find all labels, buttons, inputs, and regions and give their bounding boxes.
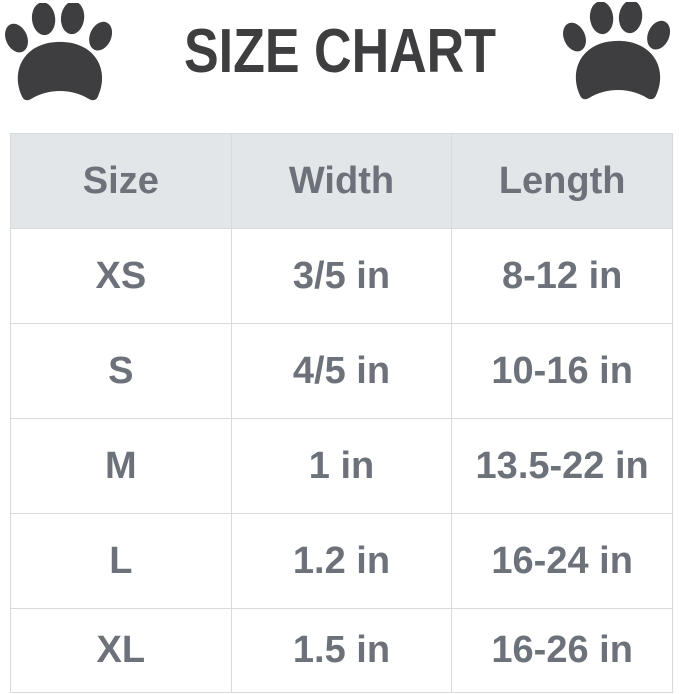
cell-length: 13.5-22 in xyxy=(451,418,673,514)
table-row: XS 3/5 in 8-12 in xyxy=(10,228,673,324)
cell-width: 4/5 in xyxy=(230,323,453,419)
cell-length: 16-24 in xyxy=(451,513,673,609)
table-row: M 1 in 13.5-22 in xyxy=(10,418,673,514)
page-title: SIZE CHART xyxy=(0,16,679,86)
table-row: XL 1.5 in 16-26 in xyxy=(10,608,673,693)
column-header-length: Length xyxy=(451,133,673,229)
cell-width: 1.5 in xyxy=(230,608,453,693)
cell-size: S xyxy=(10,323,232,419)
cell-length: 8-12 in xyxy=(451,228,673,324)
header: SIZE CHART xyxy=(0,0,679,133)
cell-size: M xyxy=(10,418,232,514)
cell-size: XL xyxy=(10,608,232,693)
cell-size: XS xyxy=(10,228,232,324)
cell-length: 10-16 in xyxy=(451,323,673,419)
size-table: Size Width Length XS 3/5 in 8-12 in S 4/… xyxy=(10,133,673,693)
cell-width: 1.2 in xyxy=(230,513,453,609)
table-header-row: Size Width Length xyxy=(10,133,673,229)
paw-icon xyxy=(2,3,118,106)
paw-icon xyxy=(560,2,676,105)
cell-length: 16-26 in xyxy=(451,608,673,693)
column-header-width: Width xyxy=(230,133,453,229)
table-row: L 1.2 in 16-24 in xyxy=(10,513,673,609)
cell-width: 1 in xyxy=(230,418,453,514)
cell-size: L xyxy=(10,513,232,609)
table-row: S 4/5 in 10-16 in xyxy=(10,323,673,419)
column-header-size: Size xyxy=(10,133,232,229)
page-title-text: SIZE CHART xyxy=(184,17,496,86)
cell-width: 3/5 in xyxy=(230,228,453,324)
